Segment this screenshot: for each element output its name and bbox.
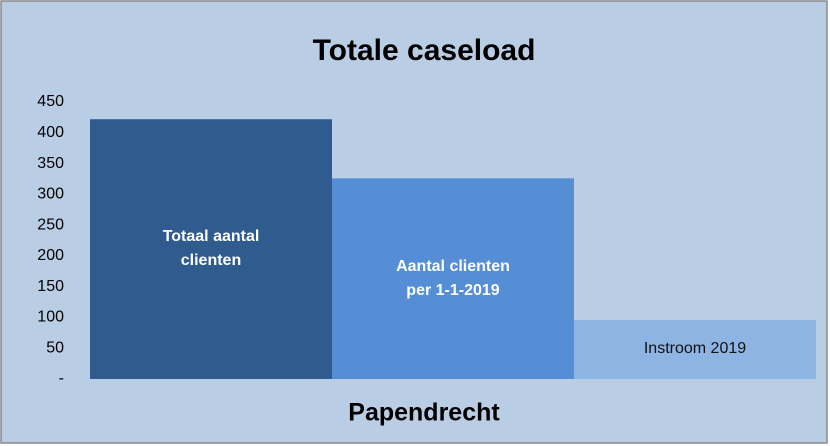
x-axis-label: Papendrecht — [348, 399, 500, 427]
chart-title: Totale caseload — [313, 34, 536, 67]
bar-label: Aantal clienten per 1-1-2019 — [396, 257, 510, 299]
y-tick-label: 300 — [37, 186, 64, 203]
y-tick-label: 50 — [46, 339, 64, 356]
bar-label: Instroom 2019 — [643, 340, 747, 358]
bar-label: Totaal aantal clienten — [162, 228, 260, 270]
y-tick-label: 350 — [37, 155, 64, 172]
bar — [90, 119, 332, 379]
y-tick-label: 400 — [37, 124, 64, 141]
y-tick-label: 450 — [37, 93, 64, 110]
y-tick-label: 100 — [37, 309, 64, 326]
y-tick-label: 250 — [37, 216, 64, 233]
y-tick-label: 200 — [37, 247, 64, 264]
bar — [332, 178, 574, 379]
bar — [574, 319, 816, 379]
y-tick-label: - — [59, 370, 64, 387]
y-tick-label: 150 — [37, 278, 64, 295]
